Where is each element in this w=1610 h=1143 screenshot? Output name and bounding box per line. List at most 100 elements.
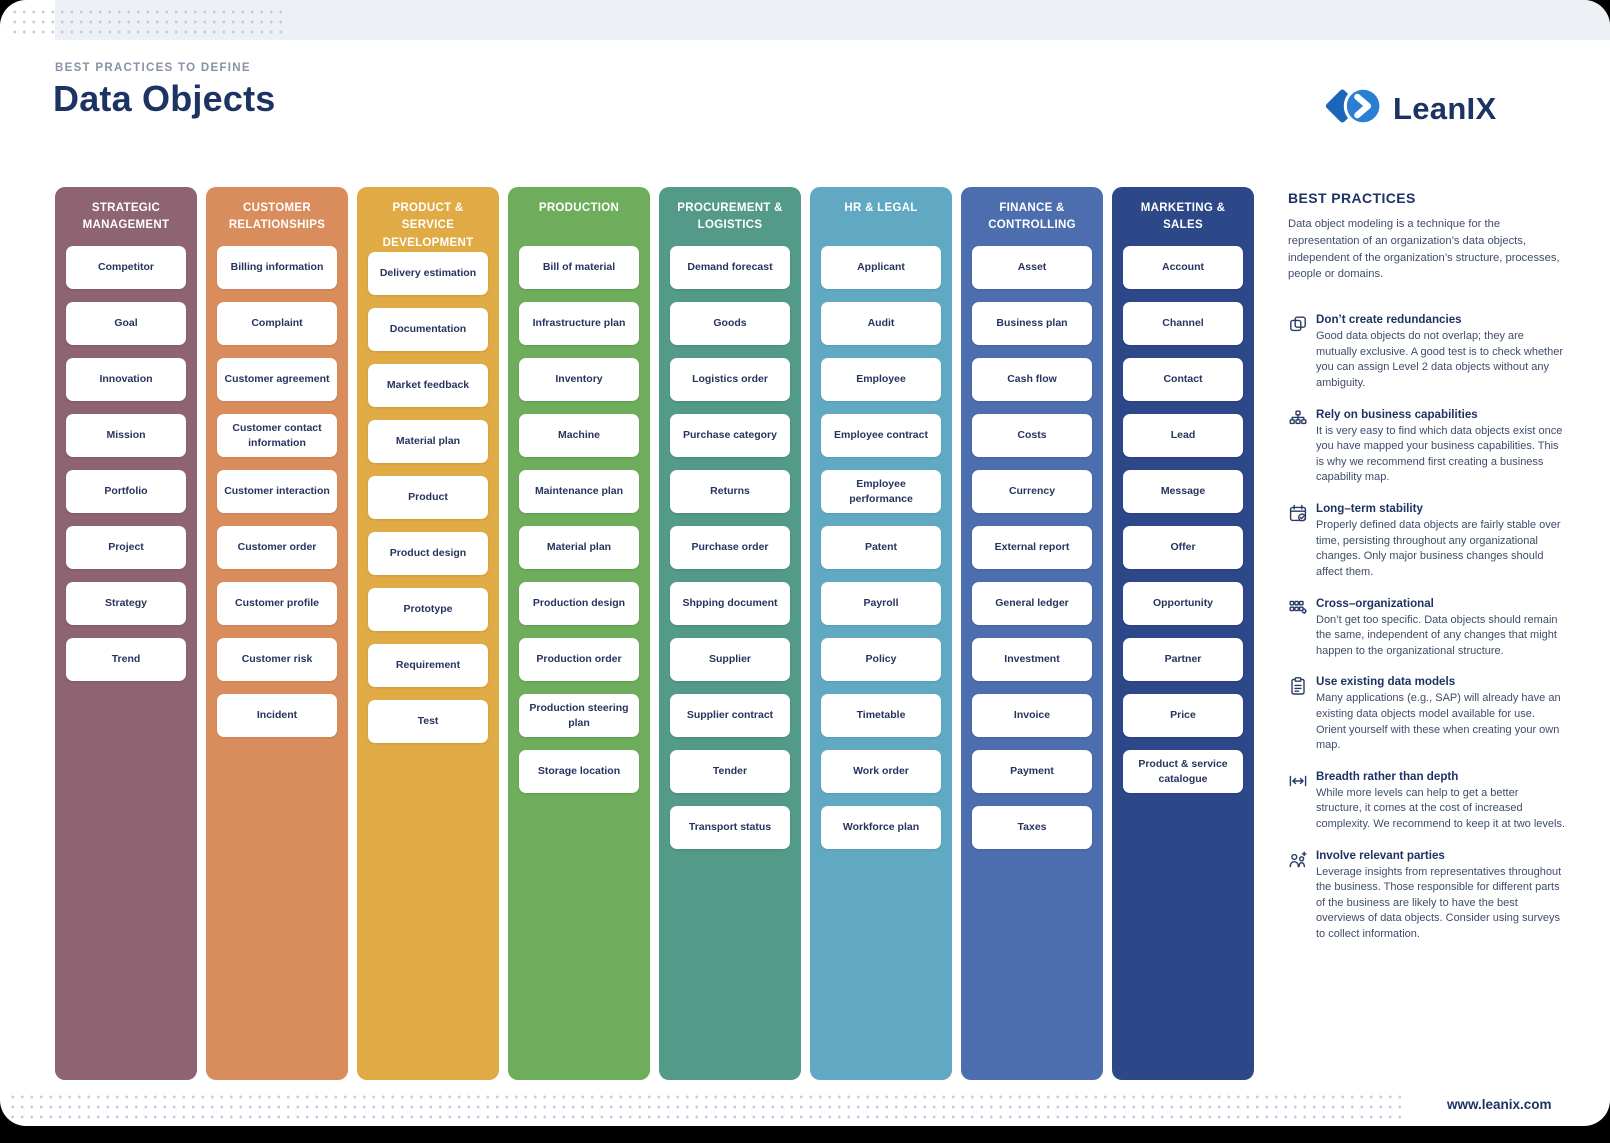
card-list: Demand forecast Goods Logistics order Purch… xyxy=(659,246,801,849)
column-header: PRODUCTION xyxy=(538,202,620,214)
data-object-card-goods: Goods xyxy=(670,302,790,345)
best-practice-long-term-stability: Long–term stability Properly defined data… xyxy=(1288,502,1566,580)
column-header: MARKETING & SALES xyxy=(1140,202,1226,232)
data-object-card-customer-risk: Customer risk xyxy=(217,638,337,681)
card-list: Bill of material Infrastructure plan Inven… xyxy=(508,246,650,793)
best-practice-title: Don’t create redundancies xyxy=(1316,313,1462,327)
data-object-card-incident: Incident xyxy=(217,694,337,737)
best-practice-title: Rely on business capabilities xyxy=(1316,407,1478,421)
data-object-card-work-order: Work order xyxy=(821,750,941,793)
best-practice-body: Don’t create redundancies Good data objec… xyxy=(1316,313,1566,391)
data-object-card-product-design: Product design xyxy=(368,531,488,575)
data-object-card-purchase-order: Purchase order xyxy=(670,526,790,569)
data-object-card-shpping-document: Shpping document xyxy=(670,582,790,625)
data-object-card-patent: Patent xyxy=(821,526,941,569)
data-object-card-workforce-plan: Workforce plan xyxy=(821,806,941,849)
data-object-card-production-design: Production design xyxy=(519,582,639,625)
data-object-card-bill-of-material: Bill of material xyxy=(519,246,639,289)
top-dot-pattern xyxy=(10,7,285,36)
data-object-card-customer-order: Customer order xyxy=(217,526,337,569)
people-plus-icon xyxy=(1288,850,1308,870)
calendar-check-icon xyxy=(1288,503,1308,523)
breadth-icon xyxy=(1288,771,1308,791)
data-object-card-competitor: Competitor xyxy=(66,246,186,289)
column-header: PROCUREMENT & LOGISTICS xyxy=(677,202,783,232)
data-object-card-delivery-estimation: Delivery estimation xyxy=(368,251,488,295)
card-list: Competitor Goal Innovation Mission Portfolio… xyxy=(55,246,197,681)
best-practices-intro: Data object modeling is a technique for … xyxy=(1288,218,1560,281)
data-object-card-employee-performance: Employee performance xyxy=(821,470,941,513)
clipboard-icon xyxy=(1288,676,1308,696)
data-object-card-purchase-category: Purchase category xyxy=(670,414,790,457)
best-practice-text: Many applications (e.g., SAP) will alrea… xyxy=(1316,692,1561,752)
data-object-card-price: Price xyxy=(1123,694,1243,737)
best-practice-text: Don’t get too specific. Data objects sho… xyxy=(1316,613,1558,657)
data-object-card-test: Test xyxy=(368,699,488,743)
data-object-card-product-service-catalogue: Product & service catalogue xyxy=(1123,750,1243,793)
data-object-card-maintenance-plan: Maintenance plan xyxy=(519,470,639,513)
best-practices-heading: BEST PRACTICES xyxy=(1288,190,1416,206)
data-object-card-costs: Costs xyxy=(972,414,1092,457)
best-practice-body: Breadth rather than depth While more leve… xyxy=(1316,770,1566,833)
data-object-card-investment: Investment xyxy=(972,638,1092,681)
best-practice-body: Rely on business capabilities It is very … xyxy=(1316,408,1566,486)
data-object-card-material-plan: Material plan xyxy=(368,419,488,463)
data-object-card-goal: Goal xyxy=(66,302,186,345)
data-object-card-employee-contract: Employee contract xyxy=(821,414,941,457)
best-practice-body: Cross–organizational Don’t get too specif… xyxy=(1316,597,1566,660)
data-object-card-payroll: Payroll xyxy=(821,582,941,625)
data-object-card-market-feedback: Market feedback xyxy=(368,363,488,407)
column-header: STRATEGIC MANAGEMENT xyxy=(82,202,170,232)
footer-url-link[interactable]: www.leanix.com xyxy=(1447,1097,1552,1112)
best-practice-rely-on-business-capabilities: Rely on business capabilities It is very … xyxy=(1288,408,1566,486)
data-object-card-currency: Currency xyxy=(972,470,1092,513)
data-object-card-inventory: Inventory xyxy=(519,358,639,401)
data-object-card-policy: Policy xyxy=(821,638,941,681)
best-practice-title: Use existing data models xyxy=(1316,675,1456,689)
data-object-card-innovation: Innovation xyxy=(66,358,186,401)
best-practice-involve-relevant-parties: Involve relevant parties Leverage insight… xyxy=(1288,849,1566,943)
data-object-card-transport-status: Transport status xyxy=(670,806,790,849)
data-object-card-account: Account xyxy=(1123,246,1243,289)
data-object-card-production-order: Production order xyxy=(519,638,639,681)
data-object-card-infrastructure-plan: Infrastructure plan xyxy=(519,302,639,345)
data-object-card-tender: Tender xyxy=(670,750,790,793)
best-practice-title: Breadth rather than depth xyxy=(1316,769,1459,783)
data-object-card-trend: Trend xyxy=(66,638,186,681)
card-list: Account Channel Contact Lead Message Offer Opp… xyxy=(1112,246,1254,793)
best-practice-title: Cross–organizational xyxy=(1316,596,1434,610)
data-object-card-requirement: Requirement xyxy=(368,643,488,687)
page-title: Data Objects xyxy=(53,78,276,119)
data-object-card-portfolio: Portfolio xyxy=(66,470,186,513)
column-header: HR & LEGAL xyxy=(844,202,918,214)
best-practice-use-existing-data-models: Use existing data models Many application… xyxy=(1288,675,1566,753)
column-procurement-logistics: PROCUREMENT & LOGISTICS Demand forecast Go… xyxy=(659,187,801,1080)
data-object-card-opportunity: Opportunity xyxy=(1123,582,1243,625)
data-object-card-documentation: Documentation xyxy=(368,307,488,351)
data-object-card-business-plan: Business plan xyxy=(972,302,1092,345)
data-object-card-storage-location: Storage location xyxy=(519,750,639,793)
data-object-card-billing-information: Billing information xyxy=(217,246,337,289)
data-object-card-production-steering-plan: Production steering plan xyxy=(519,694,639,737)
leanix-logo-text: LeanIX xyxy=(1393,90,1497,126)
leanix-logo: LeanIX xyxy=(1322,80,1496,137)
overlapping-squares-icon xyxy=(1288,314,1308,334)
data-object-card-strategy: Strategy xyxy=(66,582,186,625)
best-practice-title: Long–term stability xyxy=(1316,502,1423,516)
column-header: PRODUCT & SERVICE DEVELOPMENT xyxy=(382,202,474,249)
card-list: Billing information Complaint Customer agr… xyxy=(206,246,348,737)
data-object-card-lead: Lead xyxy=(1123,414,1243,457)
data-object-card-contact: Contact xyxy=(1123,358,1243,401)
column-product-service-development: PRODUCT & SERVICE DEVELOPMENT Delivery es… xyxy=(357,187,499,1080)
card-list: Asset Business plan Cash flow Costs Currency… xyxy=(961,246,1103,849)
eyebrow-label: BEST PRACTICES TO DEFINE xyxy=(55,62,251,74)
column-header: CUSTOMER RELATIONSHIPS xyxy=(228,202,326,232)
data-object-card-machine: Machine xyxy=(519,414,639,457)
data-object-card-customer-interaction: Customer interaction xyxy=(217,470,337,513)
bottom-dot-pattern xyxy=(8,1092,1402,1122)
data-object-card-channel: Channel xyxy=(1123,302,1243,345)
column-production: PRODUCTION Bill of material Infrastructure… xyxy=(508,187,650,1080)
card-list: Delivery estimation Documentation Market f… xyxy=(357,251,499,743)
data-object-card-returns: Returns xyxy=(670,470,790,513)
